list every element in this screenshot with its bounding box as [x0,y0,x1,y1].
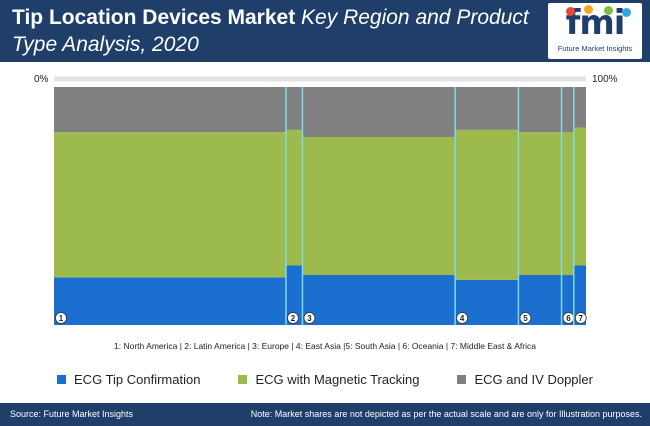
title-bold: Tip Location Devices Market [12,6,296,29]
bar-segment-6-2 [561,132,574,276]
legend-label: ECG with Magnetic Tracking [255,372,420,387]
legend-label: ECG Tip Confirmation [74,372,201,387]
logo-dot-icon [622,8,631,17]
axis-right-label: 100% [592,74,618,85]
chart-legend: ECG Tip Confirmation ECG with Magnetic Tr… [0,372,650,387]
legend-item-1: ECG Tip Confirmation [57,372,200,387]
footer-note: Note: Market shares are not depicted as … [250,409,642,419]
bar-segment-4-3 [455,87,519,130]
logo-dot-icon [566,7,575,16]
logo-tagline: Future Market Insights [557,44,633,53]
category-label: 4 [460,314,465,323]
bar-segment-1-3 [54,87,286,133]
category-label: 1 [59,314,64,323]
bar-segment-7-3 [573,87,586,128]
bar-segment-6-1 [561,275,574,325]
category-label: 5 [523,314,528,323]
legend-swatch [238,375,248,384]
bar-segment-1-1 [54,277,286,325]
category-label: 2 [291,314,296,323]
page-title: Tip Location Devices Market Key Region a… [12,4,532,58]
bar-segment-4-2 [455,129,519,280]
footer-source: Source: Future Market Insights [10,409,134,419]
region-key: 1: North America | 2: Latin America | 3:… [114,341,536,351]
bar-segment-2-1 [285,265,303,325]
header-banner: Tip Location Devices Market Key Region a… [0,0,650,62]
fmi-logo: fmi Future Market Insights [548,3,642,59]
legend-label: ECG and IV Doppler [474,372,593,387]
category-badge [456,312,469,324]
category-label: 3 [307,314,312,323]
axis-left-label: 0% [34,74,49,85]
category-badge [287,312,299,324]
bar-segment-1-2 [54,132,286,278]
bar-segment-5-2 [518,132,562,276]
bar-segment-7-2 [573,127,586,266]
category-badge [519,312,532,324]
legend-item-3: ECG and IV Doppler [457,372,593,387]
logo-dot-icon [604,6,613,15]
bar-segment-3-1 [302,275,456,325]
bar-segment-3-2 [302,136,456,276]
bar-segment-6-3 [561,87,574,133]
bar-segment-2-2 [285,129,303,266]
bar-segment-2-3 [285,87,303,130]
bar-segment-7-1 [573,265,586,325]
bar-segment-5-3 [518,87,562,133]
bar-segment-3-3 [302,87,456,137]
category-badge [303,312,316,324]
footer-bar: Source: Future Market Insights Note: Mar… [0,403,650,426]
category-badge [55,312,67,324]
legend-swatch [457,375,467,384]
legend-item-2: ECG with Magnetic Tracking [238,372,419,387]
category-badge [574,312,587,324]
category-label: 7 [579,314,584,323]
logo-dot-icon [584,5,593,14]
category-label: 6 [566,314,571,323]
title-subtitle: Key Region and Product Type Analysis, 20… [12,6,529,56]
legend-swatch [57,375,67,384]
logo-mark: fmi [565,3,626,43]
